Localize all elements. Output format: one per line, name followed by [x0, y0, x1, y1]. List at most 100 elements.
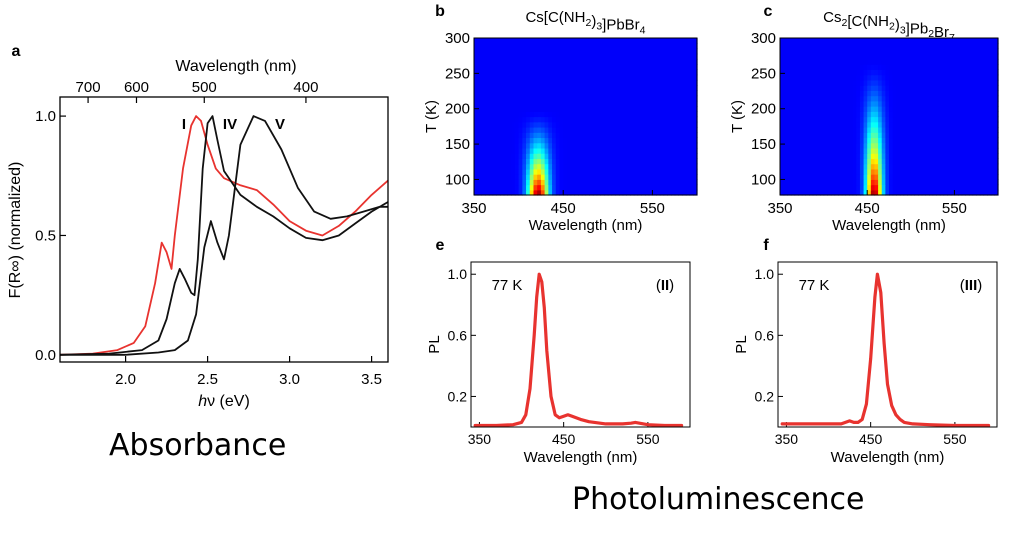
- panel-b-heatmap-cell: [644, 100, 650, 107]
- panel-b-heatmap-cell: [492, 147, 497, 154]
- panel-c-heatmap-cell: [990, 95, 995, 102]
- panel-b-heatmap-cell: [496, 95, 501, 102]
- panel-b-heatmap-cell: [518, 69, 523, 76]
- panel-b-heatmap-cell: [485, 74, 490, 81]
- panel-c-heatmap-cell: [874, 69, 879, 76]
- panel-c-heatmap-cell: [972, 95, 977, 102]
- panel-b-heatmap-cell: [604, 184, 609, 191]
- panel-c-heatmap-cell: [859, 58, 865, 65]
- panel-c-heatmap-cell: [910, 126, 916, 133]
- panel-b-heatmap-cell: [552, 79, 557, 86]
- panel-b-heatmap-cell: [652, 69, 657, 76]
- panel-b-heatmap-cell: [659, 106, 665, 112]
- panel-c-heatmap-cell: [819, 64, 825, 70]
- panel-c-heatmap-cell: [790, 174, 796, 180]
- panel-b-heatmap-cell: [514, 38, 520, 44]
- panel-b-heatmap-cell: [637, 85, 642, 91]
- panel-c-heatmap-cell: [903, 174, 908, 180]
- panel-c-heatmap-cell: [910, 90, 916, 97]
- panel-b-heatmap-cell: [533, 184, 538, 191]
- panel-b-heatmap-cell: [555, 121, 561, 128]
- panel-b-heatmap-cell: [667, 85, 672, 91]
- panel-b-heatmap-cell: [563, 153, 568, 159]
- panel-b-heatmap-cell: [618, 43, 624, 50]
- panel-b-heatmap-cell: [578, 189, 583, 196]
- panel-b-heatmap-cell: [514, 163, 520, 170]
- panel-b-heatmap-cell: [537, 168, 542, 175]
- panel-c-heatmap-cell: [874, 95, 879, 102]
- panel-b-heatmap-cell: [563, 116, 568, 123]
- panel-c-heatmap-cell: [910, 147, 916, 154]
- panel-b-heatmap-cell: [552, 69, 557, 76]
- panel-b-heatmap-cell: [496, 74, 501, 81]
- panel-c-heatmap-cell: [801, 48, 807, 55]
- panel-b-heatmap-cell: [533, 74, 538, 81]
- panel-b-heatmap-cell: [566, 106, 572, 112]
- panel-c-heatmap-cell: [790, 43, 796, 50]
- panel-c-heatmap-cell: [805, 153, 810, 159]
- panel-c-heatmap-cell: [863, 85, 868, 91]
- panel-c-heatmap-cell: [958, 58, 963, 65]
- panel-b-heatmap-cell: [522, 163, 527, 170]
- panel-b-heatmap-cell: [481, 179, 486, 186]
- panel-b-heatmap-cell: [596, 121, 601, 128]
- panel-c-heatmap-cell: [983, 43, 988, 50]
- panel-c-heatmap-cell: [783, 58, 788, 65]
- panel-b-heatmap-cell: [611, 111, 616, 118]
- panel-c-heatmap-cell: [881, 153, 886, 159]
- panel-b-heatmap-cell: [633, 126, 639, 133]
- panel-b-heatmap-cell: [641, 48, 646, 55]
- panel-c-heatmap-cell: [976, 111, 981, 118]
- panel-b-heatmap-cell: [641, 147, 646, 154]
- panel-b-heatmap-cell: [622, 179, 627, 186]
- panel-c-heatmap-cell: [827, 184, 832, 191]
- panel-b-heatmap-cell: [592, 95, 598, 102]
- panel-c-heatmap-cell: [812, 53, 817, 60]
- panel-b-heatmap-cell: [581, 106, 587, 112]
- panel-c-heatmap-cell: [892, 184, 897, 191]
- panel-b-heatmap-cell: [667, 147, 672, 154]
- panel-c-heatmap-cell: [921, 168, 926, 175]
- panel-b-heatmap-cell: [689, 174, 694, 180]
- panel-b-heatmap-cell: [630, 74, 635, 81]
- panel-c-heatmap-cell: [867, 95, 872, 102]
- panel-c-heatmap-cell: [954, 79, 959, 86]
- panel-c-heatmap-cell: [889, 100, 894, 107]
- panel-b-heatmap-cell: [589, 111, 594, 118]
- panel-c-heatmap-cell: [809, 132, 814, 139]
- panel-b-heatmap-cell: [648, 106, 653, 112]
- panel-b-heatmap-cell: [637, 132, 642, 139]
- panel-c-heatmap-cell: [987, 126, 992, 133]
- panel-c-heatmap-cell: [994, 48, 999, 55]
- panel-c-heatmap-cell: [958, 90, 963, 97]
- panel-b-heatmap-cell: [496, 184, 501, 191]
- panel-b-heatmap-cell: [652, 106, 657, 112]
- panel-c-heatmap-cell: [903, 158, 908, 165]
- panel-b-heatmap-cell: [492, 168, 497, 175]
- panel-c-heatmap-cell: [936, 142, 941, 149]
- panel-b-heatmap-cell: [488, 189, 494, 196]
- panel-b-heatmap-cell: [607, 153, 613, 159]
- panel-b-heatmap-cell: [548, 121, 553, 128]
- panel-b-heatmap-cell: [544, 58, 549, 65]
- panel-b-heatmap-cell: [648, 126, 653, 133]
- panel-c-heatmap-cell: [990, 38, 995, 44]
- panel-b-heatmap-cell: [626, 85, 631, 91]
- panel-c-heatmap-cell: [830, 116, 836, 123]
- panel-b-heatmap-cell: [507, 132, 512, 139]
- panel-c-heatmap-cell: [794, 121, 799, 128]
- panel-c-heatmap-cell: [798, 189, 803, 196]
- panel-b-heatmap-cell: [496, 168, 501, 175]
- panel-c-heatmap-cell: [961, 85, 966, 91]
- panel-c-heatmap-cell: [983, 168, 988, 175]
- panel-c-heatmap-cell: [925, 137, 930, 144]
- panel-c-heatmap-cell: [899, 168, 905, 175]
- panel-c-heatmap-cell: [830, 174, 836, 180]
- panel-c-heatmap-cell: [979, 100, 985, 107]
- panel-c-heatmap-cell: [798, 48, 803, 55]
- panel-b-heatmap-cell: [500, 137, 505, 144]
- panel-b-heatmap-cell: [652, 147, 657, 154]
- panel-b-heatmap-cell: [585, 106, 590, 112]
- panel-b-heatmap-cell: [540, 116, 546, 123]
- panel-c-heatmap-cell: [794, 153, 799, 159]
